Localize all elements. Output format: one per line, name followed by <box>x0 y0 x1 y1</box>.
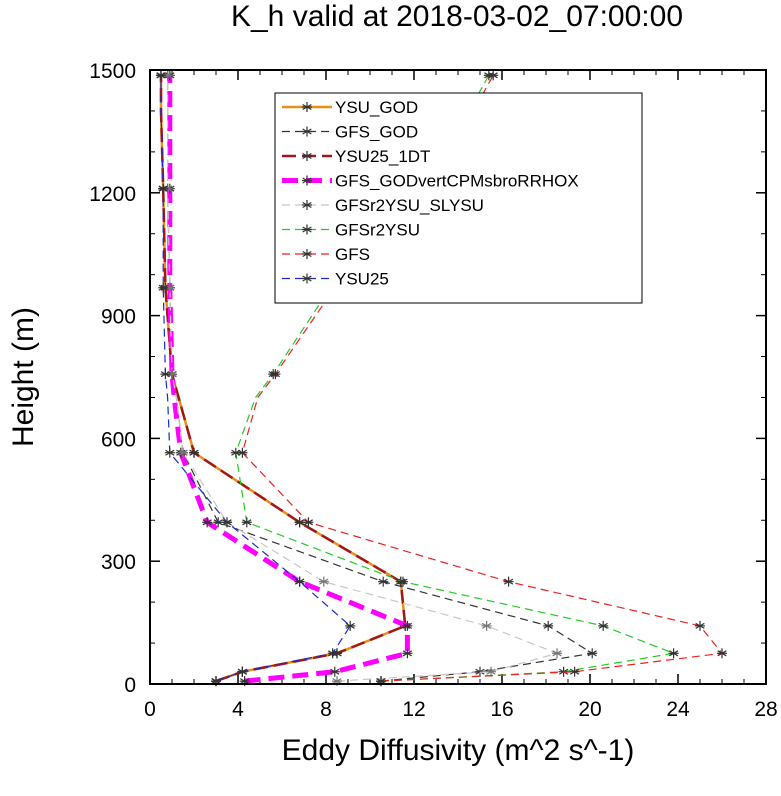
data-point-marker <box>158 282 169 293</box>
series-lines <box>156 70 727 687</box>
data-point-marker <box>302 200 312 210</box>
y-tick-label: 900 <box>101 306 136 329</box>
data-point-marker <box>302 224 312 235</box>
legend-label: YSU_GOD <box>335 98 418 117</box>
data-point-marker <box>302 175 312 186</box>
x-axis-title: Eddy Diffusivity (m^2 s^-1) <box>282 734 635 767</box>
legend-item-ysu25-1dt: YSU25_1DT <box>282 147 430 166</box>
x-tick-label: 20 <box>578 698 601 721</box>
data-point-marker <box>569 666 580 677</box>
data-point-marker <box>345 620 356 631</box>
data-point-marker <box>294 517 305 528</box>
data-point-marker <box>237 666 248 677</box>
x-tick-label: 0 <box>144 698 156 721</box>
y-tick-label: 300 <box>101 551 136 574</box>
legend-label: GFSr2YSU_SLYSU <box>335 196 484 215</box>
data-point-marker <box>160 369 171 380</box>
data-point-marker <box>481 620 492 631</box>
legend-item-gfs: GFS <box>282 245 370 264</box>
data-point-marker <box>488 70 499 81</box>
legend-label: GFS_GOD <box>335 123 418 142</box>
legend-label: YSU25 <box>335 270 389 289</box>
data-point-marker <box>302 273 312 284</box>
legend-label: GFS <box>335 245 370 264</box>
plot-frame <box>149 69 767 685</box>
data-point-marker <box>402 648 413 659</box>
x-tick-label: 8 <box>320 698 332 721</box>
data-point-marker <box>398 576 408 587</box>
x-tick-label: 28 <box>754 698 777 721</box>
chart-title: K_h valid at 2018-03-02_07:00:00 <box>231 0 683 33</box>
series-ysu25 <box>156 70 356 687</box>
data-point-marker <box>213 517 224 528</box>
data-point-marker <box>158 183 169 194</box>
data-point-marker <box>302 151 312 161</box>
data-point-marker <box>543 620 554 631</box>
data-point-marker <box>178 447 188 458</box>
x-tick-label: 16 <box>490 698 513 721</box>
y-tick-label: 600 <box>101 428 136 451</box>
data-point-marker <box>303 517 314 528</box>
y-tick-label: 1200 <box>89 183 136 206</box>
x-tick-label: 12 <box>402 698 425 721</box>
data-point-marker <box>156 70 166 81</box>
data-point-marker <box>552 648 562 659</box>
data-point-marker <box>302 126 312 137</box>
data-point-marker <box>402 620 413 631</box>
x-tick-label: 4 <box>232 698 244 721</box>
data-point-marker <box>302 102 312 112</box>
y-axis-title: Height (m) <box>7 307 40 447</box>
legend: YSU_GOD GFS_GOD YSU25_1DT GFS_GODvertCPMsbr… <box>274 92 643 304</box>
data-point-marker <box>503 576 514 587</box>
data-point-marker <box>222 517 232 528</box>
data-point-marker <box>695 620 705 631</box>
data-point-marker <box>211 676 221 687</box>
x-tick-label: 24 <box>666 698 690 721</box>
data-point-marker <box>318 576 329 587</box>
y-tick-label: 1500 <box>89 60 136 83</box>
data-point-marker <box>189 447 199 458</box>
legend-item-gfs-god: GFS_GOD <box>282 123 418 142</box>
data-point-marker <box>202 517 213 528</box>
data-point-marker <box>270 369 281 380</box>
data-point-marker <box>164 447 175 458</box>
legend-label: YSU25_1DT <box>335 147 430 166</box>
data-point-marker <box>327 648 338 659</box>
legend-label: GFSr2YSU <box>335 221 420 240</box>
data-point-marker <box>378 576 389 587</box>
data-point-marker <box>241 517 252 528</box>
data-point-marker <box>329 666 340 677</box>
axes: 0 4 8 12 16 20 24 28 0 300 600 900 1200 1500 <box>89 60 777 721</box>
data-point-marker <box>668 648 679 659</box>
legend-label: GFS_GODvertCPMsbroRRHOX <box>335 172 579 191</box>
data-point-marker <box>294 576 305 587</box>
data-point-marker <box>587 648 598 659</box>
legend-box <box>274 92 643 304</box>
data-point-marker <box>598 620 609 631</box>
y-tick-label: 0 <box>124 674 136 697</box>
legend-item-ysu-god: YSU_GOD <box>282 98 418 117</box>
legend-item-ysu25: YSU25 <box>282 270 389 289</box>
legend-item-gfs-godvertcpmsbrorrhox: GFS_GODvertCPMsbroRRHOX <box>282 172 579 191</box>
data-point-marker <box>717 648 727 659</box>
legend-item-gfsr2ysu: GFSr2YSU <box>282 221 420 240</box>
data-point-marker <box>302 249 312 259</box>
data-point-marker <box>237 447 248 458</box>
legend-item-gfsr2ysu-slysu: GFSr2YSU_SLYSU <box>282 196 484 215</box>
